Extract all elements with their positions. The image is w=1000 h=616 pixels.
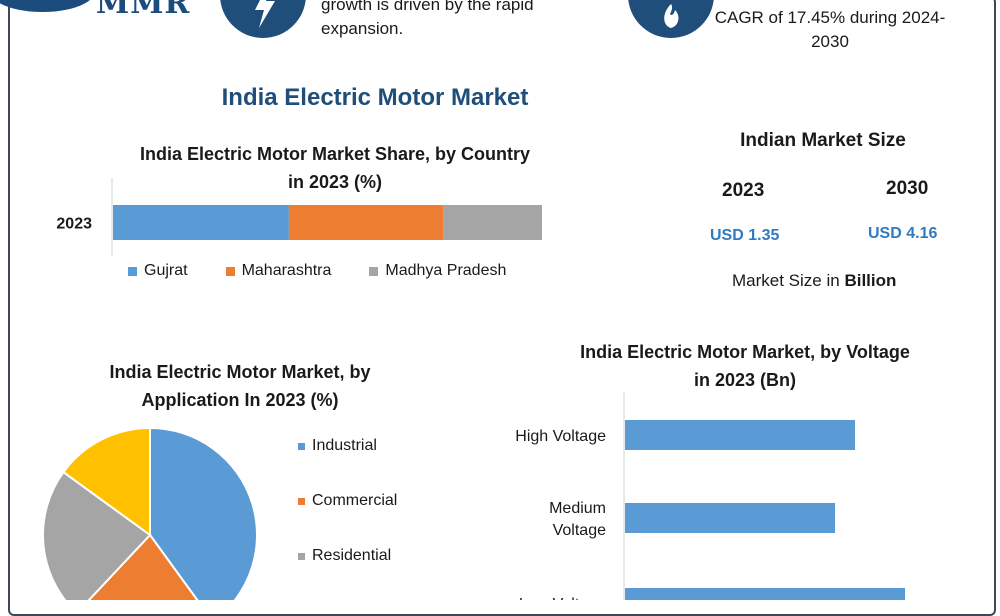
application-chart-title: India Electric Motor Market, by Applicat…	[60, 358, 420, 414]
application-legend-item-commercial: Commercial	[298, 492, 458, 510]
country-chart-title: India Electric Motor Market Share, by Co…	[100, 140, 570, 196]
application-legend: Industrial Commercial Residential	[298, 437, 458, 602]
cagr-line-1: CAGR of 17.45% during 2024-	[714, 8, 946, 27]
lightning-glyph	[255, 0, 275, 28]
country-legend-item-maharashtra: Maharashtra	[225, 262, 332, 280]
top-description-line-1: growth is driven by the rapid	[321, 0, 534, 14]
flame-icon	[628, 0, 714, 38]
application-legend-item-industrial: Industrial	[298, 437, 458, 455]
logo: MMR	[0, 0, 210, 21]
application-chart-title-line-1: India Electric Motor Market, by	[109, 362, 371, 382]
top-description-line-2: expansion.	[321, 19, 404, 38]
country-legend-swatch	[128, 266, 137, 276]
country-legend-swatch	[369, 266, 379, 276]
lightning-icon	[220, 0, 306, 38]
market-size-value-2023: USD 1.35	[710, 227, 780, 244]
country-chart-title-line-1: India Electric Motor Market Share, by Co…	[139, 144, 531, 164]
application-legend-swatch	[298, 552, 305, 560]
country-bar-maharashtra	[288, 205, 444, 240]
country-legend-label: Madhya Pradesh	[385, 262, 507, 279]
country-legend-item-madhya-pradesh: Madhya Pradesh	[369, 262, 506, 280]
flame-glyph	[664, 4, 679, 28]
logo-text: MMR	[96, 0, 191, 21]
application-legend-swatch	[298, 442, 305, 450]
market-size-note-prefix: Market Size in	[732, 271, 845, 290]
main-title: India Electric Motor Market	[221, 84, 529, 111]
voltage-tick-label-high-voltage: High Voltage	[515, 428, 606, 445]
pie-slice-commercial	[87, 533, 199, 600]
country-legend-item-gujrat: Gujrat	[128, 262, 188, 280]
application-legend-label: Commercial	[312, 492, 398, 509]
application-chart-title-line-2: Application In 2023 (%)	[141, 390, 339, 410]
country-legend-label: Gujrat	[144, 262, 188, 279]
cagr-description: CAGR of 17.45% during 2024- 2030	[705, 6, 955, 54]
country-legend-swatch	[225, 266, 235, 276]
voltage-chart-title-line-2: in 2023 (Bn)	[693, 370, 797, 390]
market-size-note-unit: Billion	[844, 271, 897, 290]
voltage-bar-medium-voltage	[625, 503, 835, 533]
application-legend-swatch	[298, 497, 305, 505]
country-bar-gujrat	[113, 205, 289, 240]
voltage-chart-title: India Electric Motor Market, by Voltage …	[530, 338, 960, 394]
voltage-chart-title-line-1: India Electric Motor Market, by Voltage	[580, 342, 910, 362]
market-size-note: Market Size in Billion	[732, 271, 896, 291]
country-chart-title-line-2: in 2023 (%)	[287, 172, 383, 192]
country-share-chart: 2023	[56, 178, 542, 256]
application-pie-chart	[42, 426, 258, 600]
application-legend-item-residential: Residential	[298, 547, 458, 565]
market-size-value-2030: USD 4.16	[868, 225, 938, 242]
pie-slice-residential	[42, 470, 152, 600]
logo-swoosh-icon	[0, 0, 95, 12]
top-description: growth is driven by the rapid expansion.	[321, 0, 621, 41]
voltage-tick-label-medium-voltage: Medium Voltage	[549, 500, 606, 539]
pie-slice-industrial	[149, 426, 258, 600]
voltage-bar-low-voltage	[625, 588, 905, 600]
market-size-year-2030: 2030	[886, 178, 929, 199]
pie-slice-others	[62, 426, 151, 537]
application-legend-label: Industrial	[312, 437, 377, 454]
country-category-label: 2023	[56, 216, 92, 233]
country-legend: Gujrat Maharashtra Madhya Pradesh	[128, 262, 506, 280]
voltage-bar-high-voltage	[625, 420, 855, 450]
market-size-year-2023: 2023	[722, 180, 765, 201]
market-size-title: Indian Market Size	[740, 130, 906, 151]
voltage-tick-label-low-voltage: Low Voltage	[519, 596, 606, 600]
application-legend-label: Residential	[312, 547, 392, 564]
cagr-line-2: 2030	[811, 32, 849, 51]
country-bar-madhya-pradesh	[443, 205, 542, 240]
country-legend-label: Maharashtra	[241, 262, 332, 279]
